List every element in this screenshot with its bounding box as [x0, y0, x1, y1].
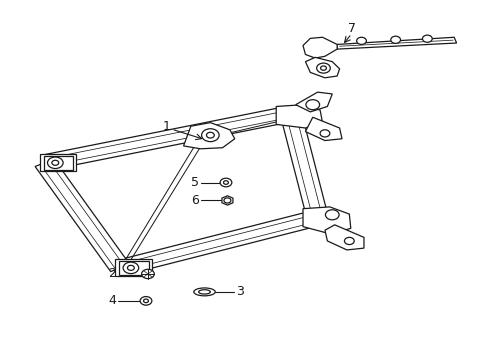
Text: 1: 1: [162, 120, 170, 133]
Polygon shape: [280, 112, 327, 219]
Circle shape: [422, 35, 431, 42]
Ellipse shape: [193, 288, 215, 296]
Polygon shape: [303, 37, 336, 58]
Circle shape: [143, 299, 148, 303]
Polygon shape: [336, 37, 456, 49]
Polygon shape: [183, 123, 234, 149]
Polygon shape: [295, 92, 331, 112]
Circle shape: [127, 265, 134, 270]
Text: 6: 6: [190, 194, 198, 207]
Polygon shape: [276, 105, 322, 128]
Circle shape: [316, 63, 330, 73]
Text: 7: 7: [347, 22, 355, 35]
Polygon shape: [303, 207, 350, 234]
Circle shape: [52, 160, 59, 165]
Circle shape: [305, 100, 319, 110]
Polygon shape: [41, 106, 293, 170]
Circle shape: [356, 37, 366, 44]
Text: 2: 2: [108, 267, 116, 280]
Circle shape: [224, 198, 230, 203]
Polygon shape: [115, 259, 152, 276]
Polygon shape: [43, 156, 73, 170]
Circle shape: [201, 129, 219, 141]
Circle shape: [142, 269, 154, 279]
Circle shape: [140, 297, 152, 305]
Polygon shape: [305, 57, 339, 78]
Circle shape: [390, 36, 400, 43]
Circle shape: [320, 130, 329, 137]
Circle shape: [206, 132, 214, 138]
Text: 4: 4: [108, 294, 116, 307]
Circle shape: [123, 262, 139, 274]
Polygon shape: [325, 225, 363, 250]
Circle shape: [220, 178, 231, 187]
Polygon shape: [35, 159, 129, 271]
Circle shape: [320, 66, 326, 70]
Polygon shape: [40, 154, 76, 171]
Polygon shape: [222, 196, 232, 205]
Circle shape: [47, 157, 63, 168]
Ellipse shape: [198, 290, 210, 294]
Text: 3: 3: [235, 285, 243, 298]
Circle shape: [223, 181, 228, 184]
Circle shape: [344, 237, 353, 244]
Polygon shape: [305, 117, 341, 140]
Polygon shape: [119, 261, 149, 275]
Circle shape: [325, 210, 338, 220]
Polygon shape: [117, 210, 321, 275]
Text: 5: 5: [190, 176, 198, 189]
